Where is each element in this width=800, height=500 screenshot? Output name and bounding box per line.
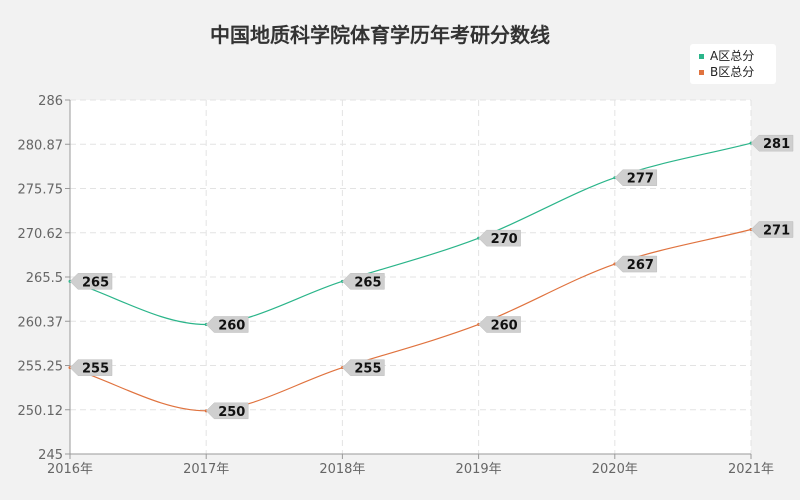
data-label-bg — [342, 359, 385, 376]
data-label-bg — [342, 273, 385, 290]
legend-item-label[interactable]: B区总分 — [710, 65, 754, 79]
y-tick-label: 260.37 — [18, 315, 64, 330]
data-label-bg — [750, 134, 794, 152]
y-tick-label: 280.87 — [18, 138, 64, 153]
data-label-bg — [478, 316, 521, 333]
x-tick-label: 2019年 — [456, 462, 502, 477]
legend-marker — [699, 70, 704, 75]
data-label-bg — [614, 255, 658, 273]
data-labels: 265 260 265 270 277 281 255 250 255 260 267 271 — [69, 134, 794, 420]
legend-marker — [699, 54, 704, 59]
data-label: 255 — [354, 362, 381, 377]
data-label: 267 — [627, 258, 654, 273]
data-label: 277 — [627, 172, 654, 187]
y-tick-label: 265.5 — [26, 271, 63, 286]
data-label: 260 — [491, 318, 518, 333]
x-tick-label: 2021年 — [728, 462, 774, 477]
y-tick-label: 255.25 — [18, 360, 64, 375]
data-label-bg — [614, 169, 658, 186]
data-label: 255 — [82, 362, 109, 377]
data-label: 260 — [218, 318, 245, 333]
legend-item-label[interactable]: A区总分 — [710, 49, 754, 63]
data-label: 265 — [82, 275, 109, 290]
axes: 286 280.87 275.75 270.62 265.5 260.37 255.25 25… — [18, 94, 775, 477]
x-tick-label: 2017年 — [183, 462, 229, 477]
x-tick-label: 2020年 — [592, 462, 638, 477]
y-tick-label: 275.75 — [18, 183, 64, 198]
y-tick-label: 245 — [38, 448, 63, 463]
y-tick-label: 270.62 — [18, 227, 64, 242]
legend-box — [690, 44, 776, 84]
x-tick-label: 2018年 — [319, 462, 365, 477]
y-tick-label: 286 — [38, 94, 63, 109]
data-label-bg — [69, 273, 113, 290]
data-label: 250 — [218, 405, 245, 420]
y-tick-label: 250.12 — [18, 404, 64, 419]
data-label-bg — [478, 229, 521, 247]
chart-title: 中国地质科学院体育学历年考研分数线 — [210, 23, 550, 47]
data-label: 281 — [763, 137, 790, 152]
data-label-bg — [205, 402, 249, 420]
data-label: 271 — [763, 224, 790, 239]
data-label-bg — [69, 359, 113, 376]
data-label-bg — [750, 221, 794, 238]
data-label-bg — [205, 316, 249, 333]
x-tick-label: 2016年 — [47, 462, 93, 477]
legend[interactable]: A区总分 B区总分 — [690, 44, 776, 84]
data-label: 270 — [491, 232, 518, 247]
data-label: 265 — [354, 275, 381, 290]
